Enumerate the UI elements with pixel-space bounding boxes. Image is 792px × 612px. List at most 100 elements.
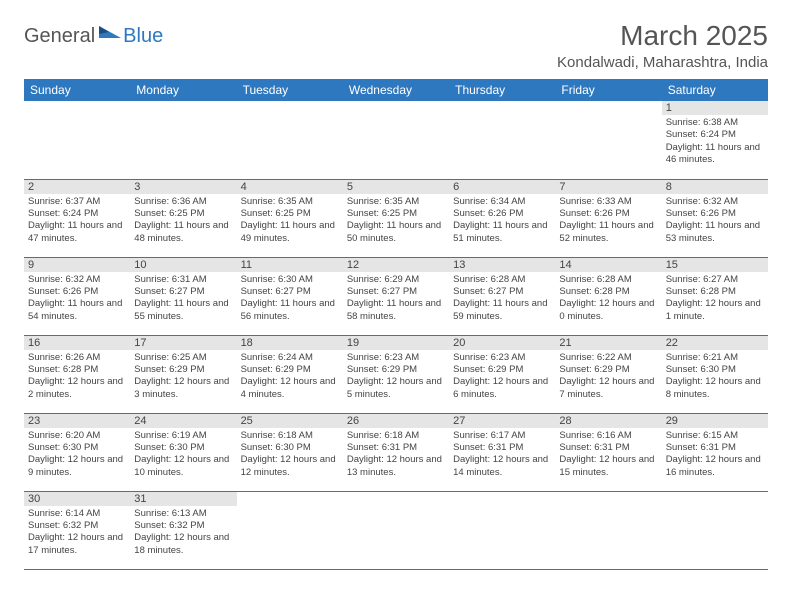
sunrise-text: Sunrise: 6:13 AM xyxy=(134,508,232,520)
sunset-text: Sunset: 6:26 PM xyxy=(453,208,551,220)
day-number: 26 xyxy=(343,414,449,428)
sunrise-text: Sunrise: 6:35 AM xyxy=(241,196,339,208)
calendar-day-cell: 4Sunrise: 6:35 AMSunset: 6:25 PMDaylight… xyxy=(237,179,343,257)
day-number: 4 xyxy=(237,180,343,194)
day-details: Sunrise: 6:28 AMSunset: 6:28 PMDaylight:… xyxy=(555,272,661,325)
daylight-text: Daylight: 11 hours and 54 minutes. xyxy=(28,298,126,323)
day-details: Sunrise: 6:15 AMSunset: 6:31 PMDaylight:… xyxy=(662,428,768,481)
day-number: 8 xyxy=(662,180,768,194)
day-details: Sunrise: 6:23 AMSunset: 6:29 PMDaylight:… xyxy=(449,350,555,403)
logo: General Blue xyxy=(24,24,163,49)
daylight-text: Daylight: 12 hours and 6 minutes. xyxy=(453,376,551,401)
weekday-header: Friday xyxy=(555,79,661,101)
daylight-text: Daylight: 11 hours and 58 minutes. xyxy=(347,298,445,323)
daylight-text: Daylight: 11 hours and 56 minutes. xyxy=(241,298,339,323)
day-number: 29 xyxy=(662,414,768,428)
sunrise-text: Sunrise: 6:25 AM xyxy=(134,352,232,364)
calendar-week-row: 2Sunrise: 6:37 AMSunset: 6:24 PMDaylight… xyxy=(24,179,768,257)
calendar-day-cell: 13Sunrise: 6:28 AMSunset: 6:27 PMDayligh… xyxy=(449,257,555,335)
calendar-day-cell: 29Sunrise: 6:15 AMSunset: 6:31 PMDayligh… xyxy=(662,413,768,491)
sunrise-text: Sunrise: 6:35 AM xyxy=(347,196,445,208)
weekday-header: Sunday xyxy=(24,79,130,101)
daylight-text: Daylight: 11 hours and 46 minutes. xyxy=(666,142,764,167)
sunrise-text: Sunrise: 6:34 AM xyxy=(453,196,551,208)
calendar-week-row: 23Sunrise: 6:20 AMSunset: 6:30 PMDayligh… xyxy=(24,413,768,491)
sunset-text: Sunset: 6:25 PM xyxy=(241,208,339,220)
month-title: March 2025 xyxy=(557,20,768,52)
day-number: 21 xyxy=(555,336,661,350)
calendar-empty-cell xyxy=(130,101,236,179)
calendar-body: 1Sunrise: 6:38 AMSunset: 6:24 PMDaylight… xyxy=(24,101,768,569)
day-details: Sunrise: 6:19 AMSunset: 6:30 PMDaylight:… xyxy=(130,428,236,481)
sunset-text: Sunset: 6:24 PM xyxy=(28,208,126,220)
calendar-day-cell: 28Sunrise: 6:16 AMSunset: 6:31 PMDayligh… xyxy=(555,413,661,491)
sunset-text: Sunset: 6:26 PM xyxy=(559,208,657,220)
header: General Blue March 2025 Kondalwadi, Maha… xyxy=(24,20,768,71)
calendar-day-cell: 15Sunrise: 6:27 AMSunset: 6:28 PMDayligh… xyxy=(662,257,768,335)
calendar-day-cell: 8Sunrise: 6:32 AMSunset: 6:26 PMDaylight… xyxy=(662,179,768,257)
daylight-text: Daylight: 12 hours and 2 minutes. xyxy=(28,376,126,401)
day-number: 24 xyxy=(130,414,236,428)
calendar-empty-cell xyxy=(555,491,661,569)
calendar-day-cell: 3Sunrise: 6:36 AMSunset: 6:25 PMDaylight… xyxy=(130,179,236,257)
sunset-text: Sunset: 6:27 PM xyxy=(347,286,445,298)
day-number: 6 xyxy=(449,180,555,194)
day-details: Sunrise: 6:20 AMSunset: 6:30 PMDaylight:… xyxy=(24,428,130,481)
sunrise-text: Sunrise: 6:17 AM xyxy=(453,430,551,442)
day-details: Sunrise: 6:24 AMSunset: 6:29 PMDaylight:… xyxy=(237,350,343,403)
sunset-text: Sunset: 6:28 PM xyxy=(28,364,126,376)
daylight-text: Daylight: 11 hours and 50 minutes. xyxy=(347,220,445,245)
sunset-text: Sunset: 6:32 PM xyxy=(134,520,232,532)
sunset-text: Sunset: 6:31 PM xyxy=(559,442,657,454)
weekday-header: Monday xyxy=(130,79,236,101)
daylight-text: Daylight: 11 hours and 53 minutes. xyxy=(666,220,764,245)
daylight-text: Daylight: 12 hours and 5 minutes. xyxy=(347,376,445,401)
daylight-text: Daylight: 12 hours and 10 minutes. xyxy=(134,454,232,479)
sunrise-text: Sunrise: 6:31 AM xyxy=(134,274,232,286)
sunset-text: Sunset: 6:27 PM xyxy=(241,286,339,298)
day-number: 28 xyxy=(555,414,661,428)
sunset-text: Sunset: 6:24 PM xyxy=(666,129,764,141)
day-details: Sunrise: 6:30 AMSunset: 6:27 PMDaylight:… xyxy=(237,272,343,325)
location: Kondalwadi, Maharashtra, India xyxy=(557,54,768,71)
day-number: 18 xyxy=(237,336,343,350)
sunset-text: Sunset: 6:29 PM xyxy=(453,364,551,376)
daylight-text: Daylight: 12 hours and 14 minutes. xyxy=(453,454,551,479)
calendar-day-cell: 23Sunrise: 6:20 AMSunset: 6:30 PMDayligh… xyxy=(24,413,130,491)
calendar-day-cell: 12Sunrise: 6:29 AMSunset: 6:27 PMDayligh… xyxy=(343,257,449,335)
daylight-text: Daylight: 12 hours and 13 minutes. xyxy=(347,454,445,479)
sunrise-text: Sunrise: 6:27 AM xyxy=(666,274,764,286)
sunrise-text: Sunrise: 6:28 AM xyxy=(559,274,657,286)
day-number: 14 xyxy=(555,258,661,272)
calendar-week-row: 16Sunrise: 6:26 AMSunset: 6:28 PMDayligh… xyxy=(24,335,768,413)
sunset-text: Sunset: 6:26 PM xyxy=(28,286,126,298)
calendar-empty-cell xyxy=(237,491,343,569)
daylight-text: Daylight: 12 hours and 4 minutes. xyxy=(241,376,339,401)
calendar-day-cell: 24Sunrise: 6:19 AMSunset: 6:30 PMDayligh… xyxy=(130,413,236,491)
sunset-text: Sunset: 6:27 PM xyxy=(134,286,232,298)
sunrise-text: Sunrise: 6:18 AM xyxy=(241,430,339,442)
sunset-text: Sunset: 6:28 PM xyxy=(666,286,764,298)
day-number: 7 xyxy=(555,180,661,194)
day-number: 9 xyxy=(24,258,130,272)
sunset-text: Sunset: 6:25 PM xyxy=(347,208,445,220)
sunrise-text: Sunrise: 6:19 AM xyxy=(134,430,232,442)
calendar-week-row: 30Sunrise: 6:14 AMSunset: 6:32 PMDayligh… xyxy=(24,491,768,569)
sunrise-text: Sunrise: 6:16 AM xyxy=(559,430,657,442)
day-details: Sunrise: 6:18 AMSunset: 6:30 PMDaylight:… xyxy=(237,428,343,481)
day-details: Sunrise: 6:14 AMSunset: 6:32 PMDaylight:… xyxy=(24,506,130,559)
day-number: 23 xyxy=(24,414,130,428)
sunrise-text: Sunrise: 6:29 AM xyxy=(347,274,445,286)
flag-icon xyxy=(99,24,121,43)
daylight-text: Daylight: 12 hours and 17 minutes. xyxy=(28,532,126,557)
sunset-text: Sunset: 6:32 PM xyxy=(28,520,126,532)
day-details: Sunrise: 6:26 AMSunset: 6:28 PMDaylight:… xyxy=(24,350,130,403)
calendar-day-cell: 18Sunrise: 6:24 AMSunset: 6:29 PMDayligh… xyxy=(237,335,343,413)
day-number: 2 xyxy=(24,180,130,194)
calendar-empty-cell xyxy=(449,491,555,569)
calendar-day-cell: 19Sunrise: 6:23 AMSunset: 6:29 PMDayligh… xyxy=(343,335,449,413)
day-number: 31 xyxy=(130,492,236,506)
calendar-day-cell: 14Sunrise: 6:28 AMSunset: 6:28 PMDayligh… xyxy=(555,257,661,335)
daylight-text: Daylight: 11 hours and 55 minutes. xyxy=(134,298,232,323)
day-details: Sunrise: 6:18 AMSunset: 6:31 PMDaylight:… xyxy=(343,428,449,481)
